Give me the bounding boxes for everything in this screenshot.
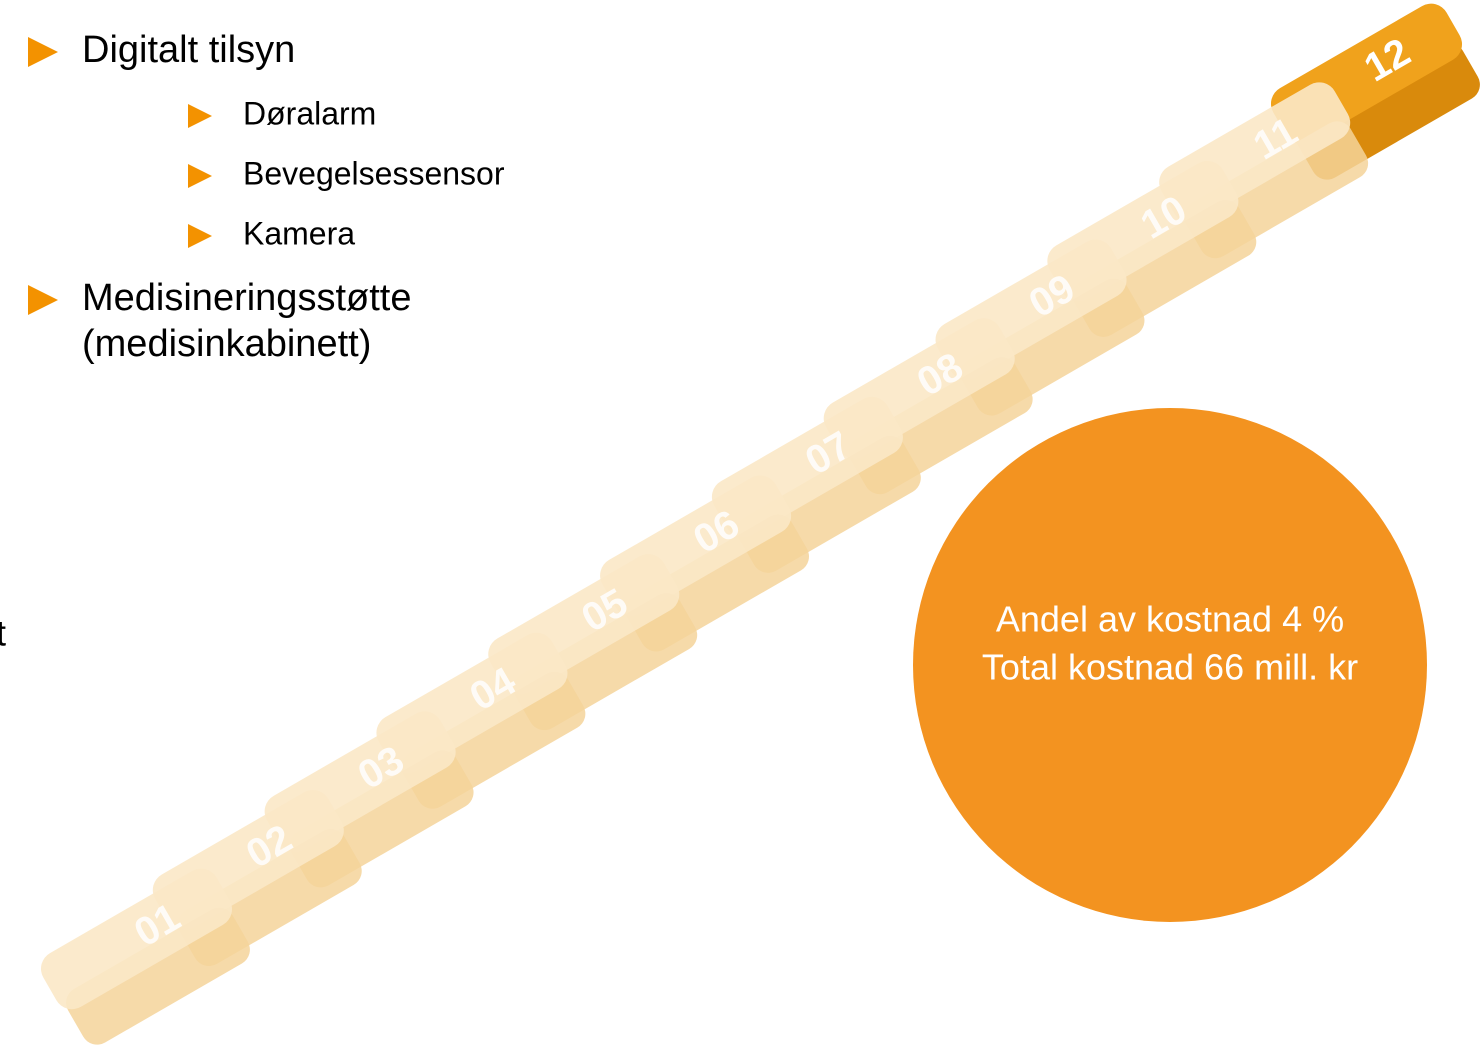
slide: 121110090807060504030201 Andel av kostna… [0,0,1481,1051]
bullet-text: Døralarm [243,95,376,131]
bullet-text: Digitalt tilsyn [82,29,295,71]
circle-line: Andel av kostnad 4 % [996,599,1344,640]
bullet-marker [188,164,212,188]
bullet-marker [28,37,58,67]
bullet-marker [188,224,212,248]
bullet-text: Bevegelsessensor [243,155,505,191]
bullet-text: Medisineringsstøtte [82,277,411,319]
bullet-text: (medisinkabinett) [82,323,371,365]
bullet-marker [28,285,58,315]
bullet-text: Kamera [243,215,355,251]
bullet-list: Digitalt tilsyn Døralarm Bevegelsessensor K… [28,29,505,365]
bullet-marker [188,104,212,128]
circle-line: Total kostnad 66 mill. kr [982,647,1358,688]
cut-text: t [0,613,6,654]
